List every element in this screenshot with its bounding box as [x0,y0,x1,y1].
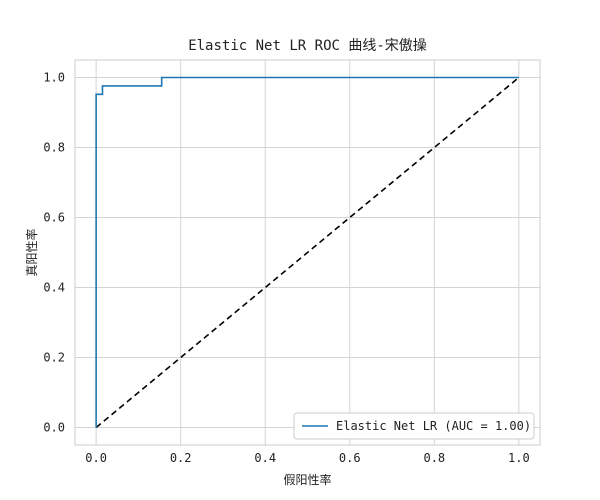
roc-curve-line [95,76,519,428]
y-tick-label: 0.2 [43,351,65,365]
y-tick-label: 0.4 [43,281,65,295]
x-tick-label: 1.0 [508,451,530,465]
x-tick-label: 0.8 [423,451,445,465]
x-tick-label: 0.6 [339,451,361,465]
chance-diagonal-line [95,76,520,429]
y-tick-label: 0.0 [43,421,65,435]
chart-title: Elastic Net LR ROC 曲线-宋傲操 [188,38,427,54]
legend-box [293,412,535,440]
plot-frame [74,59,541,446]
x-axis-label: 假阳性率 [283,472,331,487]
y-axis-label: 真阳性率 [24,228,39,276]
legend: Elastic Net LR (AUC = 1.00) [293,412,535,440]
y-tick-label: 0.6 [43,211,65,225]
legend-label: Elastic Net LR (AUC = 1.00) [336,419,531,433]
x-tick-label: 0.0 [85,451,107,465]
x-tick-label: 0.4 [254,451,276,465]
y-tick-label: 0.8 [43,141,65,155]
tick-labels: 0.0 0.2 0.4 0.6 0.8 1.0 0.0 0.2 0.4 0.6 0.8 1.0 [43,71,529,466]
reference-line-layer [95,76,520,429]
y-tick-label: 1.0 [43,71,65,85]
x-tick-label: 0.2 [170,451,192,465]
series-layer [95,76,519,428]
